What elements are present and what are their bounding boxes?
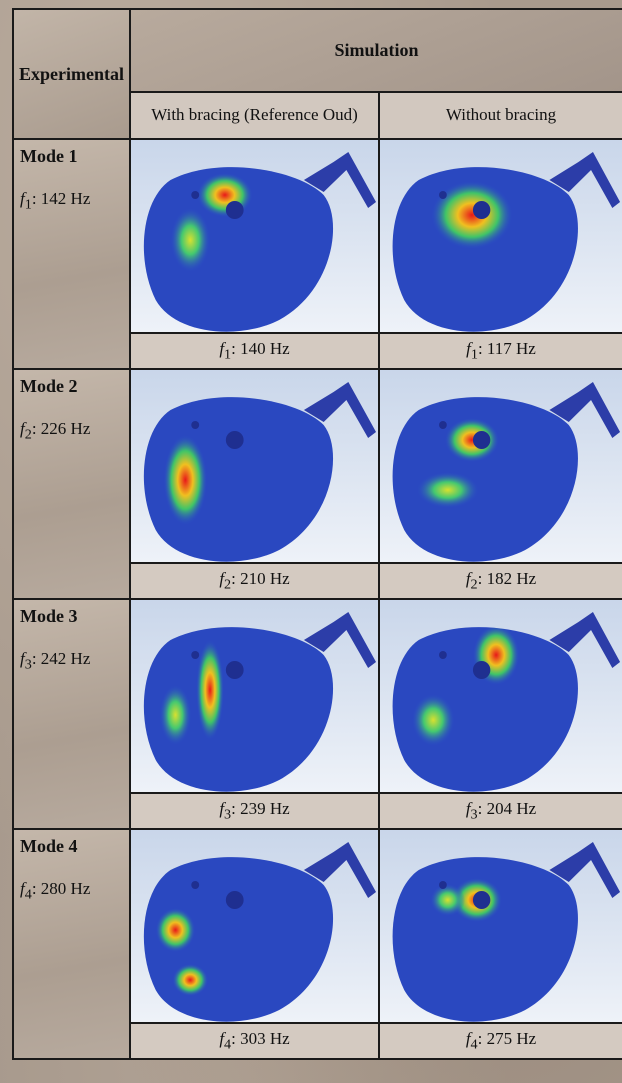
mode-1-cell: Mode 1 f1: 142 Hz	[12, 138, 131, 370]
mode-1-with-bracing-image	[129, 138, 380, 334]
mode-3-with-bracing-image	[129, 598, 380, 794]
mode-4-without-bracing-frequency: f4: 275 Hz	[378, 1022, 622, 1060]
experimental-frequency: f1: 142 Hz	[20, 189, 91, 213]
simulation-header: Simulation	[129, 8, 622, 93]
mode-4-with-bracing-image	[129, 828, 380, 1024]
mode-3-with-bracing-frequency: f3: 239 Hz	[129, 792, 380, 830]
mode-1-without-bracing-image	[378, 138, 622, 334]
mode-1-with-bracing-frequency: f1: 140 Hz	[129, 332, 380, 370]
mode-title: Mode 1	[20, 146, 78, 166]
mode-4-cell: Mode 4 f4: 280 Hz	[12, 828, 131, 1060]
mode-2-cell: Mode 2 f2: 226 Hz	[12, 368, 131, 600]
experimental-frequency: f2: 226 Hz	[20, 419, 91, 443]
mode-1-without-bracing-frequency: f1: 117 Hz	[378, 332, 622, 370]
mode-2-without-bracing-frequency: f2: 182 Hz	[378, 562, 622, 600]
mode-3-cell: Mode 3 f3: 242 Hz	[12, 598, 131, 830]
mode-3-without-bracing-frequency: f3: 204 Hz	[378, 792, 622, 830]
with-bracing-header: With bracing (Reference Oud)	[129, 90, 380, 141]
mode-2-without-bracing-image	[378, 368, 622, 564]
mode-2-with-bracing-image	[129, 368, 380, 564]
mode-title: Mode 4	[20, 836, 78, 856]
modes-table: Experimental Simulation With bracing (Re…	[12, 8, 622, 1060]
mode-title: Mode 3	[20, 606, 78, 626]
mode-3-without-bracing-image	[378, 598, 622, 794]
experimental-frequency: f3: 242 Hz	[20, 649, 91, 673]
experimental-frequency: f4: 280 Hz	[20, 879, 91, 903]
mode-4-with-bracing-frequency: f4: 303 Hz	[129, 1022, 380, 1060]
experimental-header: Experimental	[12, 8, 131, 140]
without-bracing-header: Without bracing	[378, 90, 622, 141]
mode-4-without-bracing-image	[378, 828, 622, 1024]
mode-title: Mode 2	[20, 376, 78, 396]
mode-2-with-bracing-frequency: f2: 210 Hz	[129, 562, 380, 600]
